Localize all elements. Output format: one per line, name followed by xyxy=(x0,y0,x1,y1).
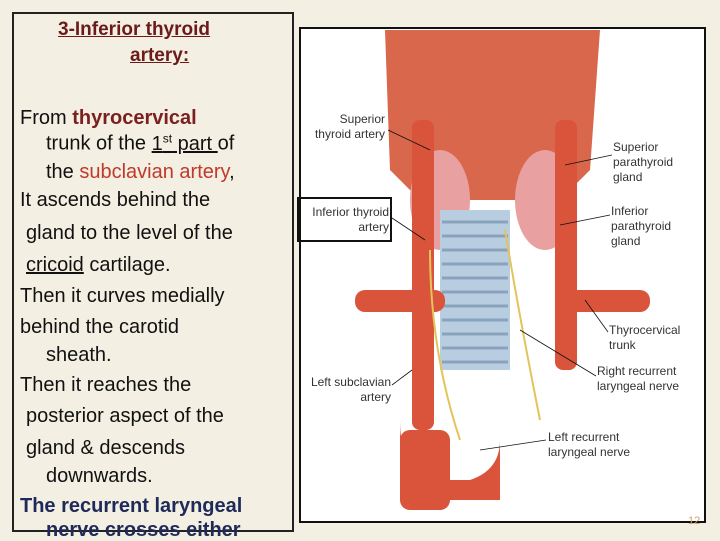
text: , xyxy=(229,161,235,183)
body-line: nerve crosses either xyxy=(46,519,241,541)
figure-label: Inferior thyroid artery xyxy=(312,205,389,235)
arteries xyxy=(355,120,650,510)
label-line: parathyroid xyxy=(613,155,674,169)
label-line: gland xyxy=(613,170,643,184)
label-line: Thyrocervical xyxy=(609,323,681,337)
label-line: Superior xyxy=(613,140,659,154)
figure-label: Superior thyroid artery xyxy=(315,112,385,142)
superscript: st xyxy=(162,131,173,145)
pointer-lines xyxy=(387,129,613,451)
body-line: The recurrent laryngeal xyxy=(20,495,243,517)
trachea xyxy=(440,210,510,370)
label-line: Left recurrent xyxy=(548,430,620,444)
figure-label: Right recurrent laryngeal nerve xyxy=(597,364,679,394)
text: 1 xyxy=(151,132,163,155)
label-line: trunk xyxy=(609,338,636,352)
text: cartilage. xyxy=(83,254,171,276)
nerves xyxy=(429,229,541,441)
figure-label: Left subclavian artery xyxy=(311,375,391,405)
body-line: cricoid cartilage. xyxy=(26,255,171,275)
label-line: artery xyxy=(358,220,389,234)
body-line: gland & descends xyxy=(26,437,186,459)
term: thyrocervical xyxy=(72,107,197,129)
figure-label: Inferior parathyroid gland xyxy=(611,204,671,249)
label-line: artery xyxy=(360,390,391,404)
label-line: laryngeal nerve xyxy=(548,445,631,459)
heading: 3-Inferior thyroid xyxy=(58,19,211,40)
trachea-rings xyxy=(442,220,508,364)
text-panel xyxy=(12,12,294,532)
figure-label: Superior parathyroid gland xyxy=(613,140,673,185)
text: trunk of the xyxy=(46,132,152,155)
label-line: thyroid artery xyxy=(314,127,385,141)
text: part xyxy=(172,132,218,155)
label-line: Left subclavian xyxy=(310,375,391,389)
label-frame xyxy=(297,197,392,242)
body-line: gland to the level of the xyxy=(26,222,233,244)
body-line: behind the carotid xyxy=(20,316,180,338)
body-line: Then it curves medially xyxy=(20,285,225,307)
label-line: Inferior xyxy=(611,204,649,218)
text: the xyxy=(46,161,80,183)
label-line: parathyroid xyxy=(611,219,672,233)
label-line: laryngeal nerve xyxy=(597,379,680,393)
body-line: From thyrocervical xyxy=(20,108,197,128)
heading: artery: xyxy=(130,45,190,66)
term: subclavian artery xyxy=(79,161,230,183)
body-line: Then it reaches the xyxy=(20,374,192,396)
label-line: Inferior thyroid xyxy=(312,205,389,219)
page-number: 12 xyxy=(688,515,701,527)
body-line: downwards. xyxy=(46,465,153,487)
label-line: Superior xyxy=(339,112,385,126)
text: 1st part xyxy=(151,131,218,155)
figure-label: Left recurrent laryngeal nerve xyxy=(548,430,630,460)
body-line: posterior aspect of the xyxy=(26,405,224,427)
body-line: the subclavian artery, xyxy=(46,162,235,182)
label-line: Right recurrent xyxy=(597,364,677,378)
text: From xyxy=(20,107,73,129)
body-line: sheath. xyxy=(46,344,112,366)
term: cricoid xyxy=(26,254,84,276)
label-line: gland xyxy=(611,234,641,248)
figure-label: Thyrocervical trunk xyxy=(609,323,680,353)
body-line: trunk of the 1st part of xyxy=(46,132,234,154)
text: of xyxy=(217,132,235,155)
body-line: It ascends behind the xyxy=(20,189,211,211)
